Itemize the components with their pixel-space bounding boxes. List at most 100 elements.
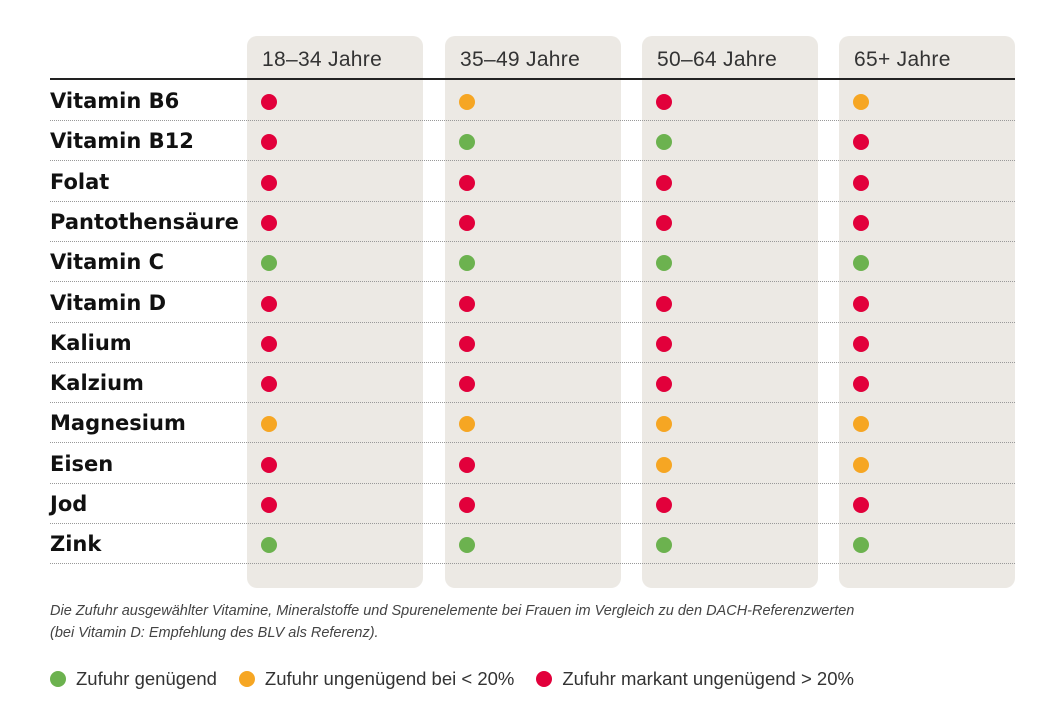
status-dot-red <box>261 94 277 110</box>
status-dot-green <box>459 134 475 151</box>
status-dot-red <box>656 335 672 352</box>
row-label: Jod <box>50 492 88 516</box>
status-dot-red <box>261 134 277 151</box>
row-divider <box>50 160 1015 162</box>
status-dot-red <box>261 376 277 393</box>
table-row: Zink <box>50 524 1015 565</box>
status-dot-red <box>656 214 672 231</box>
status-dot-red <box>853 335 869 352</box>
legend-dot <box>238 671 255 687</box>
column-background <box>642 36 818 588</box>
status-dot-red <box>459 376 475 393</box>
legend-label: Zufuhr genügend <box>76 668 217 689</box>
status-dot-green <box>459 255 475 272</box>
status-dot-green <box>459 537 475 554</box>
status-dot-red <box>261 295 277 312</box>
column-background <box>445 36 621 588</box>
footnote-line-1: Die Zufuhr ausgewählter Vitamine, Minera… <box>50 603 855 619</box>
status-dot-red <box>459 295 475 312</box>
status-dot-orange <box>459 416 475 433</box>
status-dot-red <box>853 214 869 231</box>
status-dot-orange <box>853 416 869 433</box>
status-dot-red <box>853 497 869 513</box>
column-header: 50–64 Jahre <box>657 48 778 71</box>
column-background <box>839 36 1015 588</box>
status-dot-orange <box>853 456 869 473</box>
status-dot-red <box>459 174 475 191</box>
status-dot-red <box>261 174 277 191</box>
column-background <box>247 36 423 588</box>
table-row: Kalium <box>50 323 1015 363</box>
status-dot-green <box>853 537 869 554</box>
row-divider <box>50 442 1015 444</box>
status-dot-red <box>656 94 672 110</box>
table-row: Jod <box>50 484 1015 524</box>
legend-dot <box>50 671 66 687</box>
table-row: Vitamin D <box>50 283 1015 323</box>
row-divider <box>50 200 1015 202</box>
row-label: Vitamin D <box>50 290 167 315</box>
status-dot-orange <box>459 94 475 110</box>
status-dot-red <box>853 295 869 312</box>
table-row: Pantothensäure <box>50 202 1015 242</box>
table-row: Vitamin B6 <box>50 81 1015 121</box>
status-dot-red <box>656 497 672 513</box>
header-rule <box>50 78 1015 80</box>
row-label: Magnesium <box>50 411 186 436</box>
row-label: Vitamin C <box>50 250 165 275</box>
status-dot-green <box>656 255 672 272</box>
row-label: Zink <box>50 532 102 557</box>
row-divider <box>50 563 1015 565</box>
status-dot-orange <box>261 416 277 433</box>
row-label: Eisen <box>50 451 114 476</box>
legend-label: Zufuhr ungenügend bei < 20% <box>264 668 515 689</box>
status-dot-red <box>853 174 869 191</box>
status-dot-red <box>261 214 277 231</box>
status-dot-red <box>459 214 475 231</box>
row-label: Kalzium <box>50 371 144 396</box>
status-dot-red <box>261 335 277 352</box>
status-dot-green <box>261 537 277 554</box>
row-label: Vitamin B6 <box>50 89 180 113</box>
legend-item: Zufuhr markant ungenügend > 20% <box>536 668 854 690</box>
column-header: 35–49 Jahre <box>460 48 581 71</box>
table-row: Eisen <box>50 444 1015 484</box>
row-divider <box>50 361 1015 363</box>
row-divider <box>50 523 1015 524</box>
column-header: 18–34 Jahre <box>262 48 383 71</box>
status-dot-red <box>459 335 475 352</box>
legend-item: Zufuhr genügend <box>50 668 217 690</box>
status-dot-orange <box>656 456 672 473</box>
row-label: Vitamin B12 <box>50 129 194 154</box>
status-dot-red <box>853 376 869 393</box>
status-dot-red <box>459 497 475 513</box>
table-row: Vitamin C <box>50 242 1015 283</box>
status-dot-green <box>656 537 672 554</box>
legend-label: Zufuhr markant ungenügend > 20% <box>562 668 854 689</box>
status-dot-green <box>261 255 277 272</box>
column-header: 65+ Jahre <box>854 48 951 71</box>
status-dot-orange <box>853 94 869 110</box>
status-dot-green <box>656 134 672 151</box>
row-divider <box>50 240 1015 242</box>
row-divider <box>50 120 1015 121</box>
status-dot-red <box>853 134 869 151</box>
status-dot-green <box>853 255 869 272</box>
row-divider <box>50 402 1015 404</box>
row-divider <box>50 321 1015 323</box>
row-label: Folat <box>50 169 110 194</box>
table-row: Kalzium <box>50 363 1015 404</box>
status-dot-red <box>656 174 672 191</box>
table-row: Magnesium <box>50 403 1015 444</box>
row-label: Pantothensäure <box>50 209 239 234</box>
status-dot-orange <box>656 416 672 433</box>
footnote: Die Zufuhr ausgewählter Vitamine, Minera… <box>50 600 854 644</box>
status-dot-red <box>261 456 277 473</box>
table-row: Vitamin B12 <box>50 121 1015 162</box>
row-label: Kalium <box>50 330 132 355</box>
footnote-line-2: (bei Vitamin D: Empfehlung des BLV als R… <box>50 625 379 641</box>
status-dot-red <box>656 376 672 393</box>
legend-dot <box>536 671 553 687</box>
row-divider <box>50 281 1015 283</box>
row-divider <box>50 482 1015 484</box>
